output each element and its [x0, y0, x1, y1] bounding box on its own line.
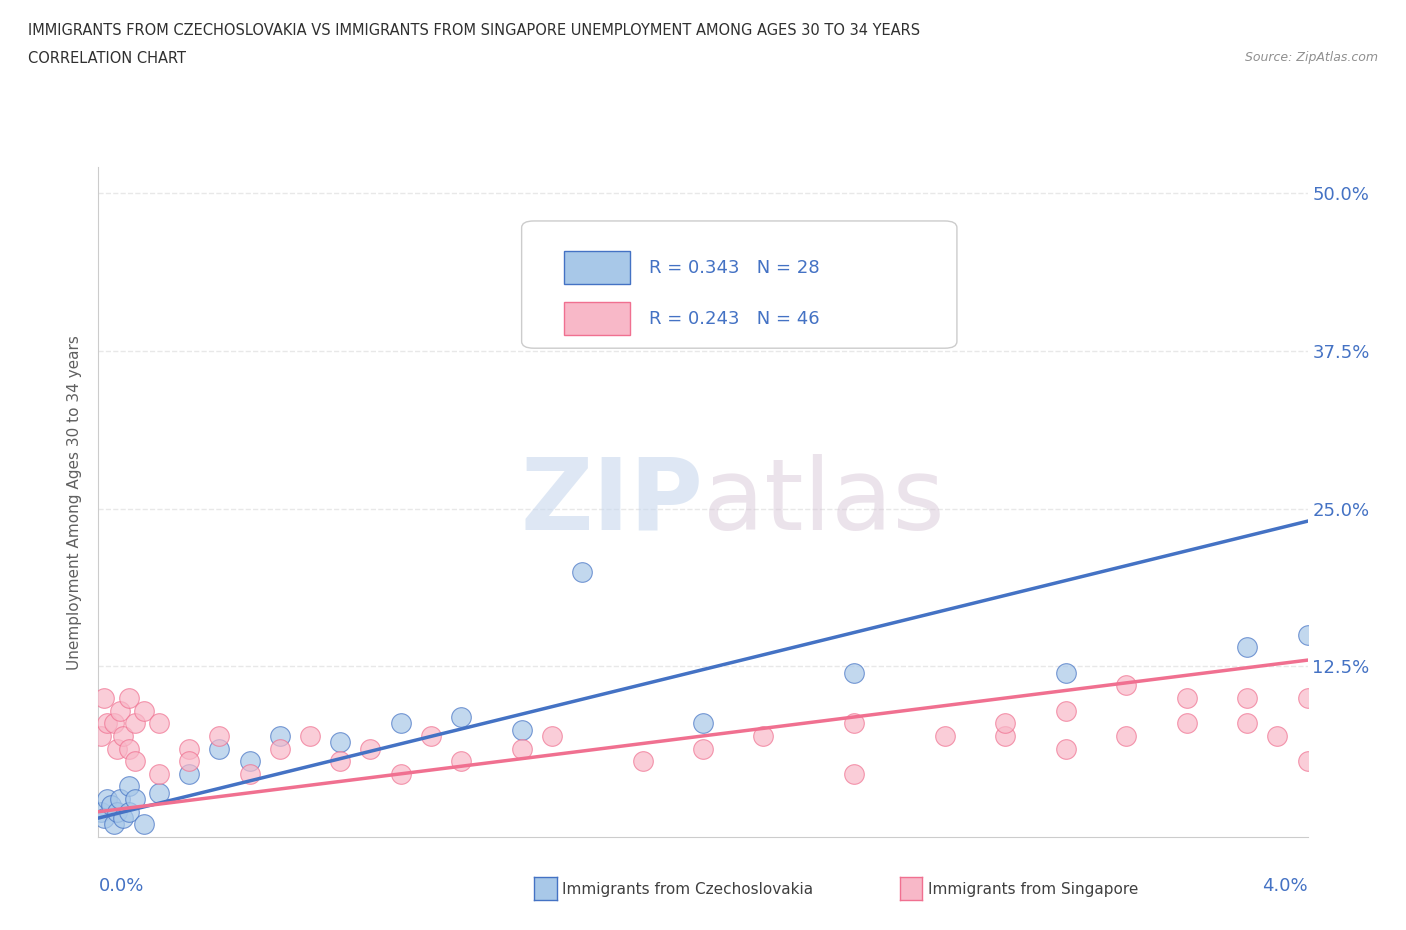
Point: [1054, 741, 1077, 756]
Text: Immigrants from Czechoslovakia: Immigrants from Czechoslovakia: [562, 882, 814, 897]
Point: [111, 811, 134, 826]
Point: [631, 753, 654, 768]
Point: [844, 665, 866, 680]
Point: [239, 753, 262, 768]
Point: [389, 716, 412, 731]
Point: [329, 753, 352, 768]
Point: [450, 710, 472, 724]
Point: [132, 817, 155, 831]
Point: [299, 728, 322, 743]
Point: [692, 716, 714, 731]
Point: [844, 766, 866, 781]
Point: [148, 716, 170, 731]
Point: [1054, 665, 1077, 680]
Point: [179, 766, 201, 781]
Text: IMMIGRANTS FROM CZECHOSLOVAKIA VS IMMIGRANTS FROM SINGAPORE UNEMPLOYMENT AMONG A: IMMIGRANTS FROM CZECHOSLOVAKIA VS IMMIGR…: [28, 23, 921, 38]
Point: [93, 691, 115, 706]
Text: Source: ZipAtlas.com: Source: ZipAtlas.com: [1244, 51, 1378, 64]
Point: [389, 766, 412, 781]
Point: [208, 741, 231, 756]
Point: [1054, 703, 1077, 718]
Text: R = 0.343   N = 28: R = 0.343 N = 28: [648, 259, 820, 276]
Bar: [564, 251, 630, 285]
Point: [1115, 728, 1137, 743]
Point: [111, 728, 134, 743]
Point: [934, 236, 956, 251]
Point: [844, 716, 866, 731]
Text: atlas: atlas: [703, 454, 945, 551]
Point: [132, 703, 155, 718]
Point: [105, 741, 128, 756]
Y-axis label: Unemployment Among Ages 30 to 34 years: Unemployment Among Ages 30 to 34 years: [67, 335, 83, 670]
Point: [1296, 628, 1319, 643]
Point: [571, 565, 593, 579]
Point: [752, 728, 775, 743]
Point: [118, 741, 141, 756]
Text: ZIP: ZIP: [520, 454, 703, 551]
Point: [118, 804, 141, 819]
Point: [1267, 728, 1289, 743]
Point: [124, 753, 146, 768]
Point: [118, 691, 141, 706]
Point: [510, 741, 533, 756]
Point: [90, 728, 112, 743]
Point: [1175, 691, 1198, 706]
Point: [420, 728, 443, 743]
Point: [208, 728, 231, 743]
Point: [96, 716, 118, 731]
Point: [510, 723, 533, 737]
Point: [994, 728, 1017, 743]
Point: [103, 817, 125, 831]
Point: [108, 703, 131, 718]
Point: [96, 791, 118, 806]
Point: [179, 741, 201, 756]
Point: [269, 728, 291, 743]
FancyBboxPatch shape: [522, 221, 957, 348]
Point: [692, 741, 714, 756]
Point: [124, 716, 146, 731]
Point: [541, 728, 564, 743]
Bar: [564, 302, 630, 336]
Point: [118, 779, 141, 794]
Point: [1115, 678, 1137, 693]
Point: [124, 791, 146, 806]
Point: [1296, 753, 1319, 768]
Point: [269, 741, 291, 756]
Point: [108, 791, 131, 806]
Point: [1236, 640, 1258, 655]
Text: 0.0%: 0.0%: [98, 877, 143, 896]
Point: [1236, 691, 1258, 706]
Point: [148, 766, 170, 781]
Point: [1296, 691, 1319, 706]
Point: [360, 741, 382, 756]
Point: [934, 728, 956, 743]
Point: [93, 811, 115, 826]
Point: [100, 798, 122, 813]
Point: [994, 716, 1017, 731]
Text: CORRELATION CHART: CORRELATION CHART: [28, 51, 186, 66]
Point: [239, 766, 262, 781]
Point: [90, 804, 112, 819]
Point: [1175, 716, 1198, 731]
Text: Immigrants from Singapore: Immigrants from Singapore: [928, 882, 1139, 897]
Point: [329, 735, 352, 750]
Point: [148, 785, 170, 800]
Point: [1236, 716, 1258, 731]
Point: [105, 804, 128, 819]
Text: 4.0%: 4.0%: [1263, 877, 1308, 896]
Point: [103, 716, 125, 731]
Point: [179, 753, 201, 768]
Text: R = 0.243   N = 46: R = 0.243 N = 46: [648, 310, 820, 327]
Point: [450, 753, 472, 768]
